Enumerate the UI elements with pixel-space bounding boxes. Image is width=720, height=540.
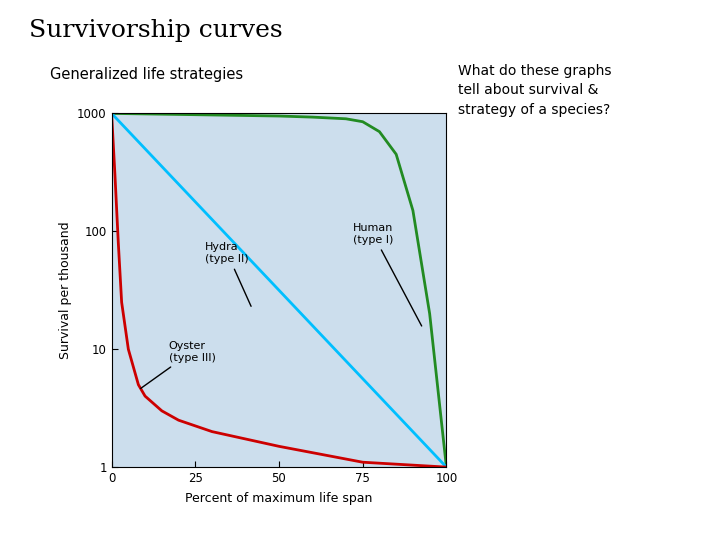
X-axis label: Percent of maximum life span: Percent of maximum life span [185,492,373,505]
Text: Generalized life strategies: Generalized life strategies [50,68,243,83]
Text: Survivorship curves: Survivorship curves [29,19,282,42]
Text: III.  Very high early
      mortality but the few
      survivors then live
    : III. Very high early mortality but the f… [458,381,631,472]
Text: Oyster
(type III): Oyster (type III) [140,341,215,388]
Y-axis label: Survival per thousand: Survival per thousand [58,221,71,359]
Text: Human
(type I): Human (type I) [353,223,422,326]
Text: I.   High death rate in
     post-reproductive
     years: I. High death rate in post-reproductive … [458,165,606,218]
Text: II.  Constant mortality
     rate throughout life
     span: II. Constant mortality rate throughout l… [458,262,616,315]
Text: Hydra
(type II): Hydra (type II) [205,242,251,306]
Text: What do these graphs
tell about survival &
strategy of a species?: What do these graphs tell about survival… [458,64,611,117]
